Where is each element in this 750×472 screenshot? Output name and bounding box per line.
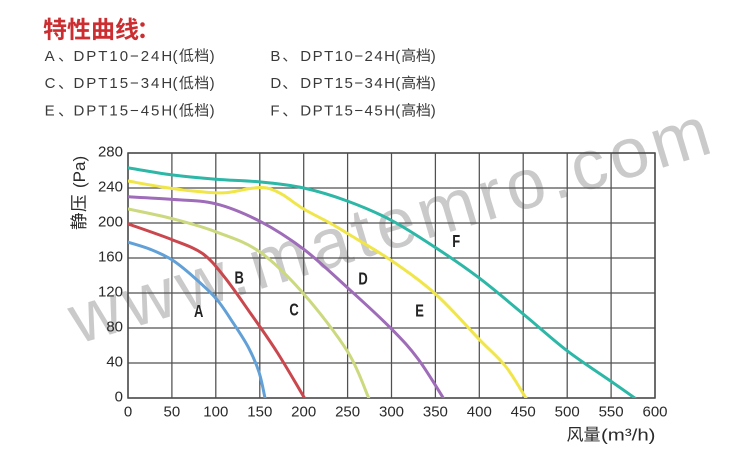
- svg-text:0: 0: [124, 404, 132, 421]
- svg-text:DPT15−45H: DPT15−45H: [300, 103, 395, 120]
- svg-text:DPT15−34H: DPT15−34H: [300, 75, 395, 92]
- svg-text:DPT15−34H: DPT15−34H: [74, 75, 173, 92]
- svg-text:600: 600: [642, 404, 667, 421]
- svg-text:550: 550: [599, 404, 624, 421]
- svg-text:80: 80: [106, 319, 123, 336]
- svg-text:450: 450: [511, 404, 536, 421]
- svg-text:(: (: [395, 103, 400, 120]
- svg-text:(: (: [173, 48, 178, 65]
- svg-text:(Pa): (Pa): [70, 156, 89, 188]
- svg-text:F: F: [452, 232, 460, 252]
- svg-text:): ): [431, 103, 436, 120]
- svg-text:(: (: [173, 75, 178, 92]
- svg-text:DPT10−24H: DPT10−24H: [300, 48, 395, 65]
- svg-text:(: (: [395, 75, 400, 92]
- svg-text:): ): [431, 48, 436, 65]
- svg-text:(: (: [173, 103, 178, 120]
- svg-text:(m³/h): (m³/h): [601, 426, 656, 445]
- svg-text:C: C: [45, 75, 56, 92]
- svg-text:DPT15−45H: DPT15−45H: [74, 103, 173, 120]
- svg-text:C: C: [289, 300, 298, 320]
- svg-text:50: 50: [164, 404, 181, 421]
- svg-text:200: 200: [98, 214, 123, 231]
- svg-text:F: F: [270, 103, 279, 120]
- svg-text:A: A: [45, 48, 55, 65]
- svg-text:): ): [210, 75, 215, 92]
- svg-text:DPT10−24H: DPT10−24H: [74, 48, 173, 65]
- svg-text:100: 100: [203, 404, 228, 421]
- svg-text:D: D: [358, 269, 367, 289]
- svg-text:D: D: [270, 75, 281, 92]
- svg-text:500: 500: [555, 404, 580, 421]
- svg-text:(: (: [395, 48, 400, 65]
- svg-text:): ): [210, 48, 215, 65]
- svg-text:300: 300: [379, 404, 404, 421]
- svg-text:280: 280: [98, 144, 123, 161]
- svg-text:40: 40: [106, 354, 123, 371]
- svg-text:200: 200: [291, 404, 316, 421]
- svg-text:A: A: [194, 302, 203, 322]
- svg-text:400: 400: [467, 404, 492, 421]
- svg-text:250: 250: [335, 404, 360, 421]
- svg-text:E: E: [45, 103, 55, 120]
- svg-text:0: 0: [115, 389, 123, 406]
- svg-text:B: B: [235, 268, 244, 288]
- svg-text:B: B: [270, 48, 280, 65]
- svg-text:150: 150: [247, 404, 272, 421]
- svg-text:E: E: [415, 302, 424, 322]
- svg-text:160: 160: [98, 249, 123, 266]
- svg-text:): ): [210, 103, 215, 120]
- svg-text:): ): [431, 75, 436, 92]
- svg-text:350: 350: [423, 404, 448, 421]
- svg-text:120: 120: [98, 284, 123, 301]
- svg-text:240: 240: [98, 179, 123, 196]
